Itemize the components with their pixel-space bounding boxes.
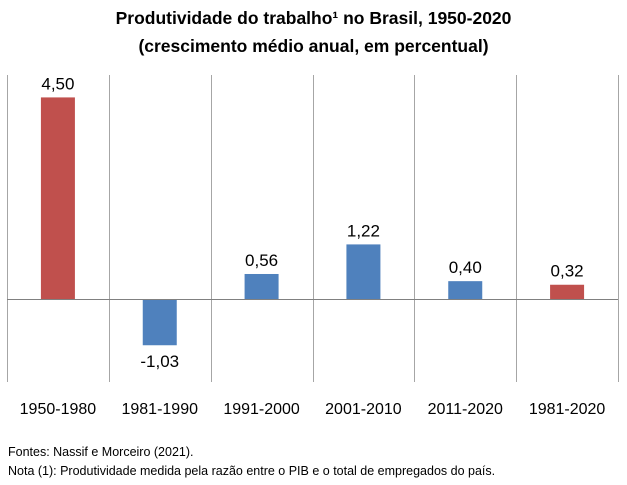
data-label: 1,22 <box>347 221 380 240</box>
bar-1991-2000 <box>244 273 279 300</box>
x-tick-label: 2001-2010 <box>325 401 402 418</box>
bar-chart: 4,50 -1,03 0,56 1,22 0,40 0,32 1950-1980 1981-1… <box>7 74 619 418</box>
bar-1981-2020 <box>550 284 585 300</box>
source-note: Fontes: Nassif e Morceiro (2021). <box>8 445 194 459</box>
chart-subtitle: (crescimento médio anual, em percentual) <box>138 36 489 56</box>
bar-1950-1980 <box>40 97 75 300</box>
data-label: 0,40 <box>449 258 482 277</box>
data-label: 0,32 <box>551 262 584 281</box>
x-tick-label: 2011-2020 <box>428 401 503 418</box>
x-tick-label: 1981-2020 <box>529 401 606 418</box>
chart-title: Produtividade do trabalho¹ no Brasil, 19… <box>115 8 512 28</box>
footnote: Nota (1): Produtividade medida pela razã… <box>8 464 496 478</box>
x-tick-label: 1950-1980 <box>20 401 97 418</box>
x-tick-label: 1991-2000 <box>223 401 300 418</box>
bar-1981-1990 <box>142 299 177 346</box>
x-tick-label: 1981-1990 <box>121 401 198 418</box>
bar-2011-2020 <box>448 281 483 300</box>
bar-2001-2010 <box>346 244 381 300</box>
data-label: 0,56 <box>245 251 278 270</box>
data-label: 4,50 <box>41 74 74 93</box>
data-label: -1,03 <box>140 352 179 371</box>
